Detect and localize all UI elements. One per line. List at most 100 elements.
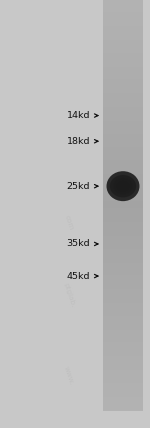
Bar <box>103 7 143 9</box>
Bar <box>103 200 143 203</box>
Bar <box>103 166 143 169</box>
Bar <box>103 196 143 199</box>
Bar <box>103 117 143 119</box>
Bar <box>103 31 143 33</box>
Bar <box>103 360 143 362</box>
Bar <box>103 104 143 107</box>
Bar <box>103 355 143 357</box>
Bar <box>103 84 143 86</box>
Bar <box>103 96 143 98</box>
Bar <box>103 369 143 371</box>
Bar <box>103 149 143 151</box>
Bar <box>103 279 143 281</box>
Bar <box>103 206 143 208</box>
Bar <box>103 36 143 39</box>
Bar <box>103 29 143 32</box>
Bar <box>103 383 143 385</box>
Bar <box>103 144 143 146</box>
Text: 14kd: 14kd <box>66 111 90 120</box>
Bar <box>103 63 143 66</box>
Bar <box>103 314 143 316</box>
Bar <box>103 154 143 156</box>
Bar <box>103 81 143 83</box>
Bar <box>103 403 143 405</box>
Bar <box>103 175 143 177</box>
Bar <box>103 111 143 114</box>
Bar <box>103 235 143 237</box>
Bar <box>103 55 143 57</box>
Bar <box>103 169 143 171</box>
Bar <box>103 58 143 60</box>
Bar <box>103 176 143 178</box>
Bar <box>103 193 143 196</box>
Bar <box>103 172 143 174</box>
Bar <box>103 285 143 288</box>
Bar <box>103 330 143 333</box>
Bar <box>103 33 143 36</box>
Bar <box>103 13 143 15</box>
Bar <box>103 21 143 23</box>
Ellipse shape <box>120 184 126 189</box>
Bar <box>103 124 143 126</box>
Bar <box>103 127 143 129</box>
Bar <box>103 170 143 172</box>
Bar <box>103 158 143 160</box>
Bar <box>103 122 143 125</box>
Bar <box>103 187 143 189</box>
Bar <box>103 35 143 37</box>
Bar <box>103 247 143 249</box>
Bar <box>103 199 143 201</box>
Bar <box>103 340 143 342</box>
Bar <box>103 240 143 242</box>
Bar <box>103 132 143 134</box>
Bar <box>103 339 143 341</box>
Bar <box>103 195 143 197</box>
Bar <box>103 152 143 155</box>
Bar <box>103 73 143 75</box>
Bar <box>103 91 143 93</box>
Bar <box>103 43 143 45</box>
Bar <box>103 216 143 218</box>
Bar <box>103 92 143 95</box>
Bar <box>103 261 143 263</box>
Bar <box>103 377 143 379</box>
Bar <box>103 50 143 52</box>
Bar <box>103 233 143 235</box>
Bar <box>103 61 143 63</box>
Bar <box>103 348 143 351</box>
Bar <box>103 264 143 266</box>
Bar <box>103 155 143 158</box>
Bar <box>103 306 143 308</box>
Bar <box>103 246 143 248</box>
Bar <box>103 276 143 278</box>
Bar <box>103 370 143 372</box>
Bar <box>103 391 143 393</box>
Bar <box>103 401 143 403</box>
Bar <box>103 295 143 297</box>
Bar <box>103 344 143 347</box>
Bar <box>103 95 143 97</box>
Bar <box>103 207 143 210</box>
Bar <box>103 353 143 355</box>
Bar <box>103 113 143 115</box>
Bar <box>103 62 143 64</box>
Bar <box>103 282 143 285</box>
Bar <box>103 198 143 200</box>
Bar <box>103 209 143 211</box>
Bar <box>103 9 143 11</box>
Bar <box>103 336 143 338</box>
Bar <box>103 205 143 207</box>
Bar <box>103 185 143 187</box>
Bar <box>103 70 143 73</box>
Bar <box>103 280 143 282</box>
Bar <box>103 54 143 56</box>
Bar <box>103 211 143 214</box>
Bar <box>103 223 143 225</box>
Bar <box>103 139 143 141</box>
Bar <box>103 140 143 143</box>
Bar <box>103 303 143 306</box>
Bar <box>103 2 143 4</box>
Bar <box>103 0 143 3</box>
Bar <box>103 106 143 108</box>
Bar <box>103 294 143 296</box>
